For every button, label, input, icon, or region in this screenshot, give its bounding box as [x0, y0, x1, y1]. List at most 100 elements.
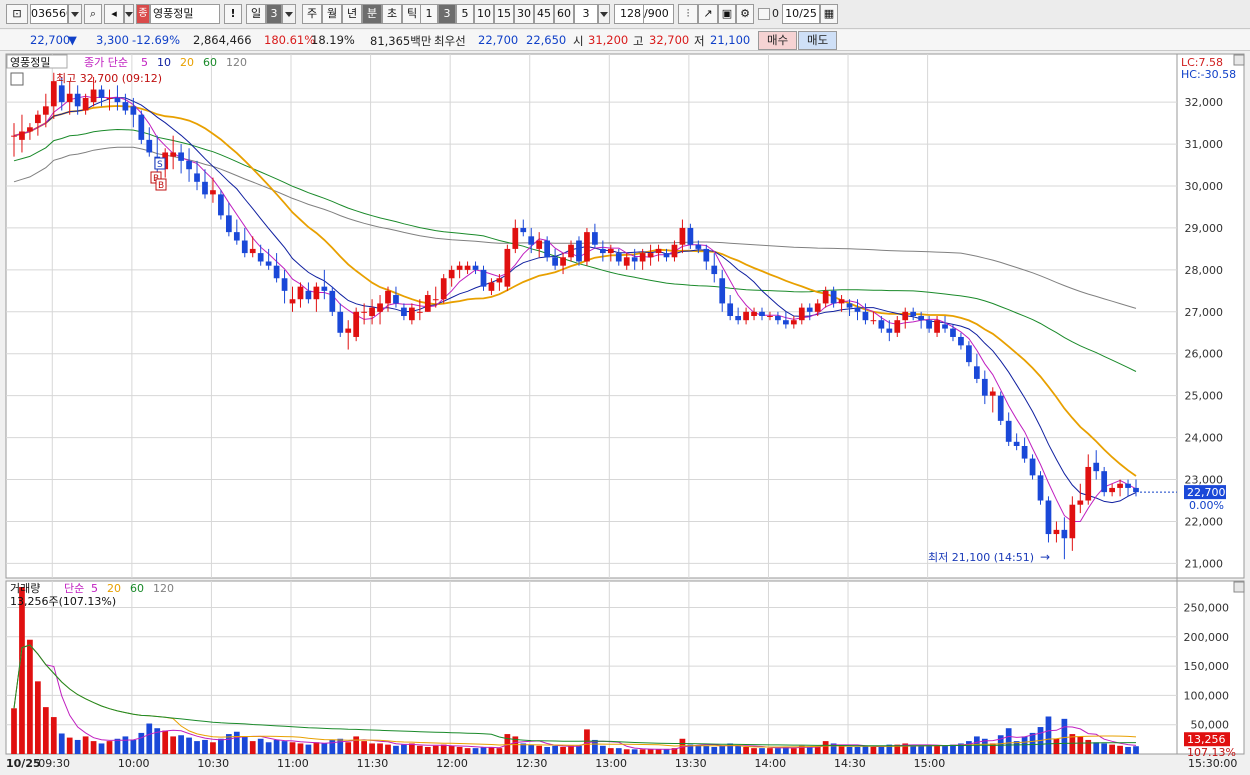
price-panel-frame — [5, 53, 1245, 579]
volume-bar — [798, 745, 805, 754]
period-day-count[interactable]: 3 — [266, 4, 282, 24]
period-year[interactable]: 년 — [342, 4, 362, 24]
volume-tick-label: 150,000 — [1184, 660, 1230, 673]
volume-bar — [926, 744, 932, 754]
volume-bar — [432, 745, 439, 754]
volume-bar — [480, 746, 487, 754]
candle-body — [130, 106, 137, 115]
indicator-icon[interactable]: ⫶ — [678, 4, 698, 24]
minute-option-30[interactable]: 30 — [514, 4, 534, 24]
volume-bar — [66, 737, 73, 754]
candle-body — [528, 236, 535, 245]
volume-bar — [854, 746, 861, 754]
candle-body — [35, 114, 41, 124]
alert-button[interactable]: ! — [224, 4, 242, 24]
volume-bar — [488, 746, 495, 754]
minute-option-10[interactable]: 10 — [474, 4, 494, 24]
date-input[interactable]: 10/25 — [782, 4, 820, 24]
minute-option-15[interactable]: 15 — [494, 4, 514, 24]
count-input[interactable]: 128 — [614, 4, 644, 24]
price-tick-label: 29,000 — [1185, 222, 1224, 235]
candle-body — [1021, 446, 1028, 459]
volume-panel-frame — [5, 580, 1245, 755]
period-tick[interactable]: 틱 — [402, 4, 422, 24]
period-week[interactable]: 주 — [302, 4, 322, 24]
candle-body — [504, 248, 511, 287]
search-icon[interactable]: ⌕ — [84, 4, 102, 24]
price-panel-button[interactable] — [1233, 54, 1245, 66]
calendar-icon[interactable]: ▦ — [820, 4, 838, 24]
candle-body — [886, 328, 893, 333]
candle-body — [210, 190, 216, 195]
volume-bar — [210, 742, 216, 754]
volume-bar — [162, 730, 169, 754]
stock-name[interactable]: 영풍정밀 — [150, 4, 220, 24]
gear-icon[interactable]: ⚙ — [736, 4, 754, 24]
minute-option-60[interactable]: 60 — [554, 4, 574, 24]
volume-bar — [950, 744, 956, 754]
price-panel-title: 영풍정밀 — [10, 56, 50, 69]
candle-body — [814, 303, 821, 312]
stock-code-input[interactable]: 036560 — [30, 4, 68, 24]
drawing-tools-icon[interactable]: ↗ — [698, 4, 718, 24]
volume-bar — [42, 707, 49, 754]
volume-legend-prefix: 단순 — [64, 582, 84, 595]
volume-bar — [1053, 738, 1060, 754]
volume-ma-legend-item: 120 — [153, 582, 174, 595]
period-second[interactable]: 초 — [382, 4, 402, 24]
save-icon[interactable]: ▣ — [718, 4, 736, 24]
chevron-down-icon[interactable] — [282, 4, 296, 24]
minute-option-5[interactable]: 5 — [456, 4, 474, 24]
candle-body — [846, 303, 853, 308]
candle-body — [106, 97, 113, 99]
sell-button[interactable]: 매도 — [798, 31, 838, 50]
price-volume-chart[interactable]: 21,000 22,000 23,000 24,000 25,000 26,000 27,0… — [0, 51, 1250, 775]
buy-button[interactable]: 매수 — [758, 31, 798, 50]
candle-body — [639, 253, 646, 262]
volume-bar — [536, 745, 543, 754]
price-legend-prefix: 종가 단순 — [84, 56, 128, 69]
price-tick-label: 24,000 — [1185, 432, 1224, 445]
volume-bar — [528, 744, 535, 754]
volume-bar — [305, 744, 312, 754]
signal-label: S — [157, 160, 163, 170]
candle-body — [27, 127, 33, 132]
period-day[interactable]: 일 — [246, 4, 266, 24]
minute-input[interactable]: 3 — [574, 4, 598, 24]
period-minute[interactable]: 분 — [362, 4, 382, 24]
volume-bar — [870, 746, 877, 754]
volume-panel-button[interactable] — [1233, 581, 1245, 593]
volume-bar — [830, 743, 837, 754]
chevron-down-icon[interactable] — [68, 4, 82, 24]
candle-body — [822, 290, 829, 304]
open-price: 31,200 — [588, 33, 629, 47]
time-label: 11:30 — [357, 757, 389, 770]
minute-option-1[interactable]: 1 — [420, 4, 438, 24]
price-tick-label: 30,000 — [1185, 180, 1224, 193]
period-month[interactable]: 월 — [322, 4, 342, 24]
speaker-icon[interactable]: ◂ — [104, 4, 124, 24]
high-price: 32,700 — [649, 33, 690, 47]
price-tick-label: 25,000 — [1185, 390, 1224, 403]
grid-toggle-icon[interactable] — [10, 72, 24, 86]
volume-bar — [472, 748, 479, 754]
volume-bar — [194, 741, 200, 754]
minute-option-3[interactable]: 3 — [438, 4, 456, 24]
volume-bar — [424, 746, 431, 754]
candle-body — [926, 320, 932, 329]
price-change: 3,300 — [96, 33, 129, 47]
volume-ma60-line — [13, 644, 1136, 747]
volume-bar — [894, 744, 901, 754]
minute-option-45[interactable]: 45 — [534, 4, 554, 24]
window-menu-icon[interactable]: ⊡ — [6, 4, 28, 24]
high-label: 고 — [633, 34, 644, 48]
chevron-down-icon[interactable] — [598, 4, 610, 24]
volume-bar — [1069, 734, 1076, 754]
volume-bar — [337, 738, 344, 754]
candle-body — [1101, 471, 1108, 493]
volume-bar — [122, 736, 129, 754]
chevron-down-icon[interactable] — [124, 4, 134, 24]
turnover-rate: 18.19% — [311, 33, 355, 47]
date-checkbox[interactable] — [758, 8, 770, 20]
low-annotation: 최저 21,100 (14:51) — [928, 551, 1034, 564]
